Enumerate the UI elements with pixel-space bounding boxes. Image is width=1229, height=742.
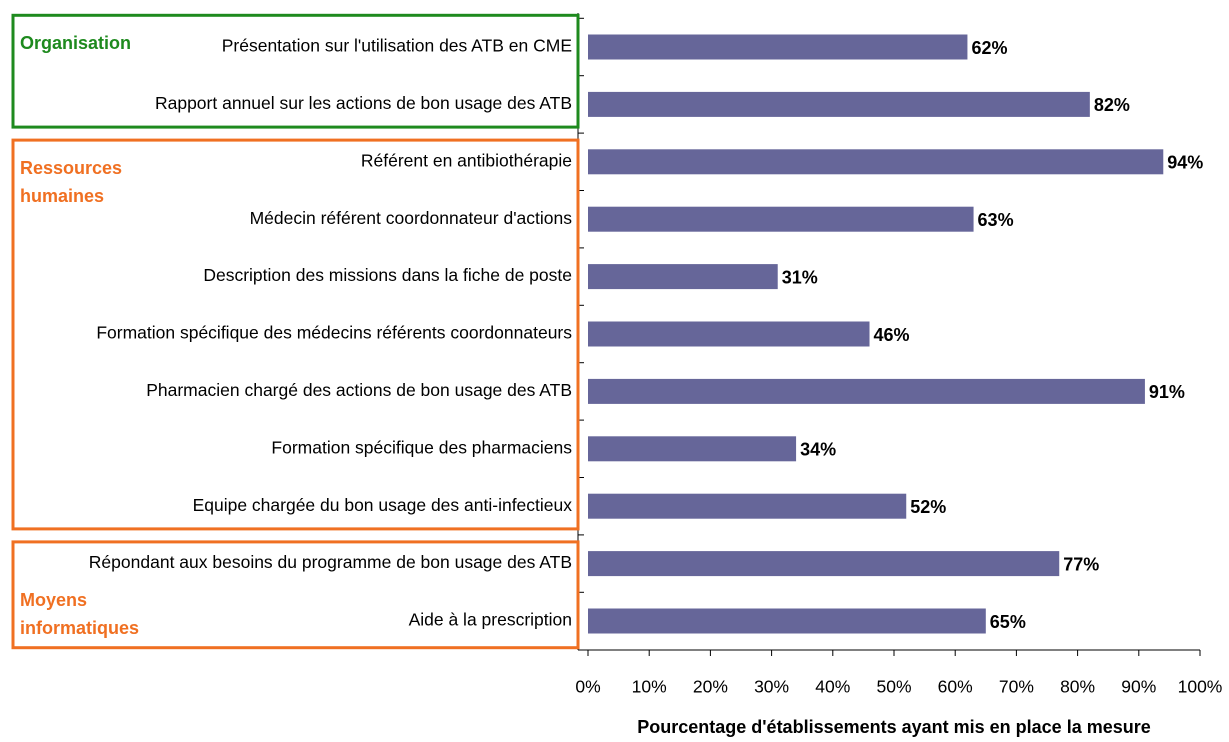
value-label: 62% [971,38,1007,58]
x-tick-label: 30% [754,677,789,697]
x-tick-label: 70% [999,677,1034,697]
x-tick-label: 40% [815,677,850,697]
value-label: 34% [800,440,836,460]
bar [588,493,907,519]
bar [588,91,1090,117]
bar [588,321,870,347]
bar [588,206,974,232]
bar [588,551,1060,577]
bar [588,436,797,462]
bar [588,34,968,60]
bar [588,264,778,290]
x-tick-label: 50% [876,677,911,697]
group-label: Organisation [20,33,132,54]
x-tick-label: 10% [632,677,667,697]
y-tick-label: Médecin référent coordonnateur d'actions [250,208,573,228]
value-label: 46% [874,325,910,345]
x-tick-label: 100% [1178,677,1223,697]
y-tick-label: Description des missions dans la fiche d… [203,265,572,285]
x-tick-label: 0% [575,677,600,697]
value-label: 52% [910,497,946,517]
bar [588,378,1145,404]
group-label: Ressources humaines [20,158,123,207]
x-tick-label: 20% [693,677,728,697]
y-tick-label: Pharmacien chargé des actions de bon usa… [146,380,572,400]
value-label: 63% [978,210,1014,230]
y-tick-label: Formation spécifique des pharmaciens [271,437,572,457]
x-tick-label: 60% [938,677,973,697]
y-tick-label: Equipe chargée du bon usage des anti-inf… [193,495,573,515]
group-box [11,540,580,650]
y-tick-label: Rapport annuel sur les actions de bon us… [155,93,572,113]
value-label: 77% [1063,554,1099,574]
value-label: 94% [1167,153,1203,173]
group-box [11,13,580,129]
value-label: 91% [1149,382,1185,402]
y-tick-label: Répondant aux besoins du programme de bo… [89,552,572,572]
y-tick-label: Référent en antibiothérapie [361,150,572,170]
x-axis-title: Pourcentage d'établissements ayant mis e… [637,717,1151,737]
x-tick-label: 90% [1121,677,1156,697]
value-label: 65% [990,612,1026,632]
bar [588,149,1164,175]
bar [588,608,986,634]
group-label: Moyens informatiques [20,589,140,638]
y-tick-label: Formation spécifique des médecins référe… [96,323,572,343]
value-label: 31% [782,267,818,287]
y-tick-label: Aide à la prescription [409,610,572,630]
value-label: 82% [1094,95,1130,115]
group-box [11,138,580,531]
x-tick-label: 80% [1060,677,1095,697]
y-tick-label: Présentation sur l'utilisation des ATB e… [222,36,572,56]
